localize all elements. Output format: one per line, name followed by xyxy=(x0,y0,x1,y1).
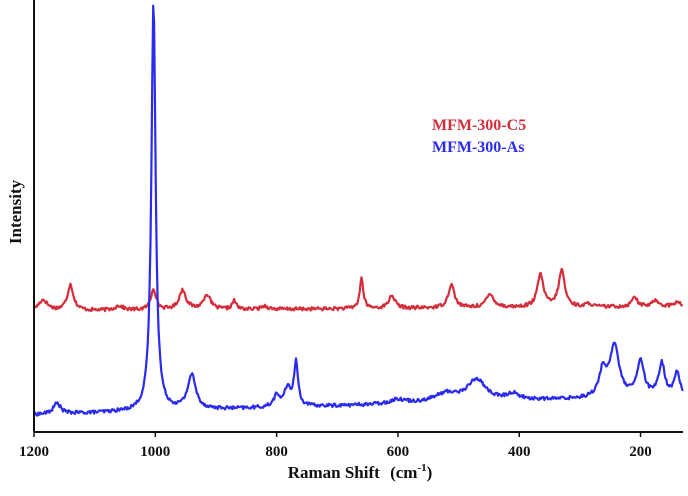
legend: MFM-300-C5 MFM-300-As xyxy=(432,117,526,156)
x-tick-label: 200 xyxy=(629,444,652,460)
legend-entry-mfm-300-as: MFM-300-As xyxy=(432,139,524,156)
x-tick-label: 1200 xyxy=(19,444,49,460)
x-tick-label: 600 xyxy=(387,444,410,460)
x-tick-layer: 1200 1000 800 600 400 200 xyxy=(19,432,652,460)
x-tick-label: 800 xyxy=(265,444,288,460)
y-axis-title: Intensity xyxy=(6,179,25,244)
x-axis-title: Raman Shift (cm-1) xyxy=(288,462,433,482)
series-line-mfm-300-c5 xyxy=(32,267,684,313)
x-axis-unit-superscript: -1 xyxy=(417,462,426,474)
x-tick-label: 1000 xyxy=(140,444,170,460)
series-line-mfm-300-as xyxy=(32,4,684,417)
x-axis-unit-close: ) xyxy=(427,463,433,482)
x-axis-unit-base: cm xyxy=(396,463,418,482)
series-layer xyxy=(32,4,684,417)
x-tick-label: 400 xyxy=(508,444,531,460)
x-axis-title-text: Raman Shift xyxy=(288,463,380,482)
legend-entry-mfm-300-c5: MFM-300-C5 xyxy=(432,117,526,134)
x-axis-unit-open: ( xyxy=(390,463,396,482)
